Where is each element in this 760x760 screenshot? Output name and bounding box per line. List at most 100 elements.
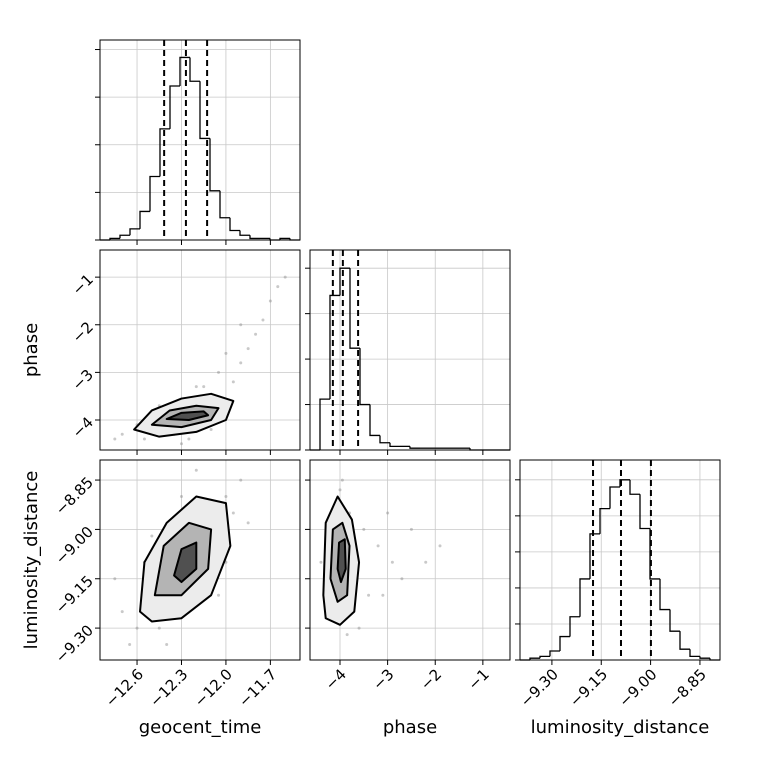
sample-point [231, 511, 235, 515]
sample-point [194, 385, 198, 389]
hist-bin [389, 442, 400, 448]
x-tick-label: −9.00 [615, 665, 660, 710]
sample-point [409, 527, 413, 531]
y-tick-label: −9.15 [52, 572, 97, 617]
sample-point [179, 495, 183, 499]
sample-point [268, 299, 272, 303]
hist-bin [599, 507, 610, 534]
sample-point [135, 626, 139, 630]
hist-bin [239, 230, 250, 236]
hist-bin [629, 479, 640, 495]
sample-point [217, 593, 221, 597]
y-tick-label: −9.00 [52, 523, 97, 568]
hist-bin [129, 228, 140, 236]
sample-point [276, 285, 280, 289]
hist-bin [279, 237, 290, 240]
hist-bin [549, 650, 560, 657]
sample-point [202, 385, 206, 389]
hist-bin [529, 657, 540, 660]
sample-point [113, 577, 117, 581]
x-tick-label: −4 [322, 665, 350, 693]
x-tick-label: −11.7 [235, 665, 280, 710]
sample-point [246, 521, 250, 525]
panel-frame [309, 459, 511, 661]
panel-frame [99, 249, 301, 451]
x-tick-label: −12.0 [191, 665, 236, 710]
sample-point [261, 318, 265, 322]
y-tick-label: −8.85 [52, 473, 97, 518]
hist-bin [539, 655, 550, 659]
panel-frame [99, 459, 301, 661]
hist-bin [219, 190, 230, 219]
sample-point [224, 351, 228, 355]
x-tick-label: −9.15 [566, 665, 611, 710]
sample-point [390, 560, 394, 564]
sample-point [239, 323, 243, 327]
sample-point [340, 478, 344, 482]
sample-point [239, 478, 243, 482]
sample-point [400, 577, 404, 581]
sample-point [246, 347, 250, 351]
hist-bin [369, 404, 380, 437]
hist-bin [189, 57, 200, 82]
y-tick-label: −1 [69, 270, 97, 298]
x-tick-label: −9.30 [517, 665, 562, 710]
contour [173, 541, 198, 584]
hist-bin [659, 578, 670, 611]
sample-point [142, 437, 146, 441]
x-tick-label: −2 [417, 665, 445, 693]
panel-frame [99, 39, 301, 241]
y-tick-label: −3 [69, 366, 97, 394]
x-tick-label: −1 [464, 665, 492, 693]
sample-point [179, 442, 183, 446]
hist-bin [579, 578, 590, 617]
hist-bin [569, 616, 580, 637]
hist-bin [149, 175, 160, 212]
sample-point [367, 593, 371, 597]
x-tick-label: −12.3 [146, 665, 191, 710]
sample-point [338, 488, 342, 492]
x-axis-label: phase [383, 717, 437, 738]
y-tick-label: −4 [69, 413, 97, 441]
sample-point [209, 428, 213, 432]
sample-point [120, 610, 124, 614]
hist-bin [319, 398, 330, 450]
y-axis-label: phase [21, 323, 42, 377]
sample-point [239, 361, 243, 365]
sample-point [165, 643, 169, 647]
hist-bin [349, 268, 360, 349]
sample-point [217, 370, 221, 374]
sample-point [120, 432, 124, 436]
x-axis-label: luminosity_distance [531, 717, 710, 738]
hist-bin [639, 494, 650, 530]
contour [165, 410, 210, 421]
sample-point [376, 544, 380, 548]
sample-point [381, 593, 385, 597]
sample-point [254, 332, 258, 336]
hist-bin [119, 234, 130, 239]
x-tick-label: −8.85 [665, 665, 710, 710]
x-tick-label: −3 [369, 665, 397, 693]
sample-point [187, 437, 191, 441]
hist-bin [159, 128, 170, 177]
panel-frame [309, 249, 511, 451]
hist-bin [249, 235, 260, 240]
y-tick-label: −2 [69, 318, 97, 346]
hist-bin [679, 631, 690, 650]
sample-point [231, 380, 235, 384]
hist-bin [559, 635, 570, 651]
y-tick-label: −9.30 [52, 621, 97, 666]
hist-bin [339, 267, 350, 296]
hist-bin [379, 435, 390, 444]
hist-bin [689, 649, 700, 658]
hist-bin [179, 56, 190, 87]
sample-point [283, 275, 287, 279]
hist-bin [329, 294, 340, 400]
sample-point [194, 468, 198, 472]
sample-point [319, 560, 323, 564]
hist-bin [169, 85, 180, 129]
sample-point [438, 544, 442, 548]
x-axis-label: geocent_time [139, 717, 262, 738]
sample-point [150, 534, 154, 538]
sample-point [424, 560, 428, 564]
